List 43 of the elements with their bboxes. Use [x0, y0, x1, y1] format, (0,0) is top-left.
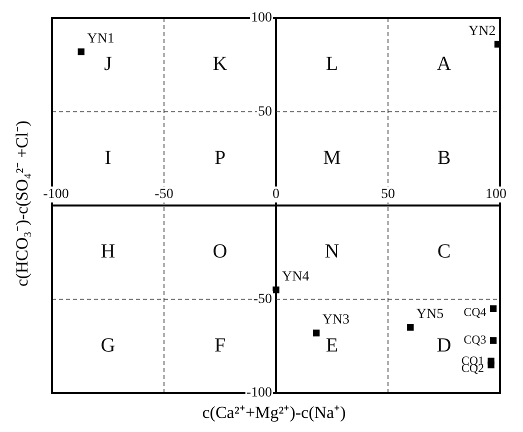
- annotation: K: [212, 53, 228, 76]
- series-label: YN1: [87, 31, 114, 46]
- annotation: J: [104, 53, 112, 76]
- annotation: N: [324, 240, 340, 263]
- annotation: I: [104, 146, 112, 169]
- x-tick-label: 50: [381, 187, 395, 202]
- annotation: P: [214, 146, 226, 169]
- point: [488, 358, 494, 364]
- annotation: F: [214, 334, 226, 356]
- series-label: CQ1: [461, 353, 484, 368]
- point: [272, 286, 280, 294]
- x-tick-label: -50: [154, 187, 174, 202]
- point: [312, 330, 320, 336]
- point: [494, 40, 500, 48]
- annotation: H: [100, 240, 116, 263]
- series-label: YN2: [468, 24, 496, 39]
- y-axis-title: c(HCO₃⁻)-c(SO₄²⁻ +Cl⁻): [12, 120, 32, 286]
- y-tick-label: 100: [251, 10, 272, 26]
- point: [407, 324, 414, 331]
- x-tick-label: 100: [486, 187, 506, 202]
- point: [490, 305, 497, 312]
- annotation: D: [436, 334, 452, 356]
- x-tick-label: 0: [272, 187, 280, 202]
- series-label: YN3: [322, 312, 350, 328]
- annotation: L: [326, 53, 338, 76]
- series-label: YN5: [416, 307, 444, 322]
- x-axis-title: c(Ca²⁺+Mg²⁺)-c(Na⁺): [201, 402, 347, 423]
- annotation: O: [212, 240, 228, 263]
- annotation: E: [326, 334, 338, 356]
- annotation: A: [436, 53, 452, 76]
- point: [490, 337, 497, 344]
- series-label: CQ4: [464, 304, 486, 319]
- point: [78, 48, 84, 56]
- annotation: B: [437, 146, 451, 169]
- annotation: C: [437, 240, 451, 263]
- series-label: CQ3: [464, 332, 486, 347]
- annotation: M: [323, 146, 342, 169]
- annotation: G: [100, 334, 116, 356]
- y-tick-label: 50: [258, 104, 272, 120]
- y-tick-label: -50: [253, 292, 272, 307]
- series-label: YN4: [282, 270, 310, 285]
- x-tick-label: -100: [43, 187, 69, 202]
- y-tick-label: -100: [246, 386, 272, 401]
